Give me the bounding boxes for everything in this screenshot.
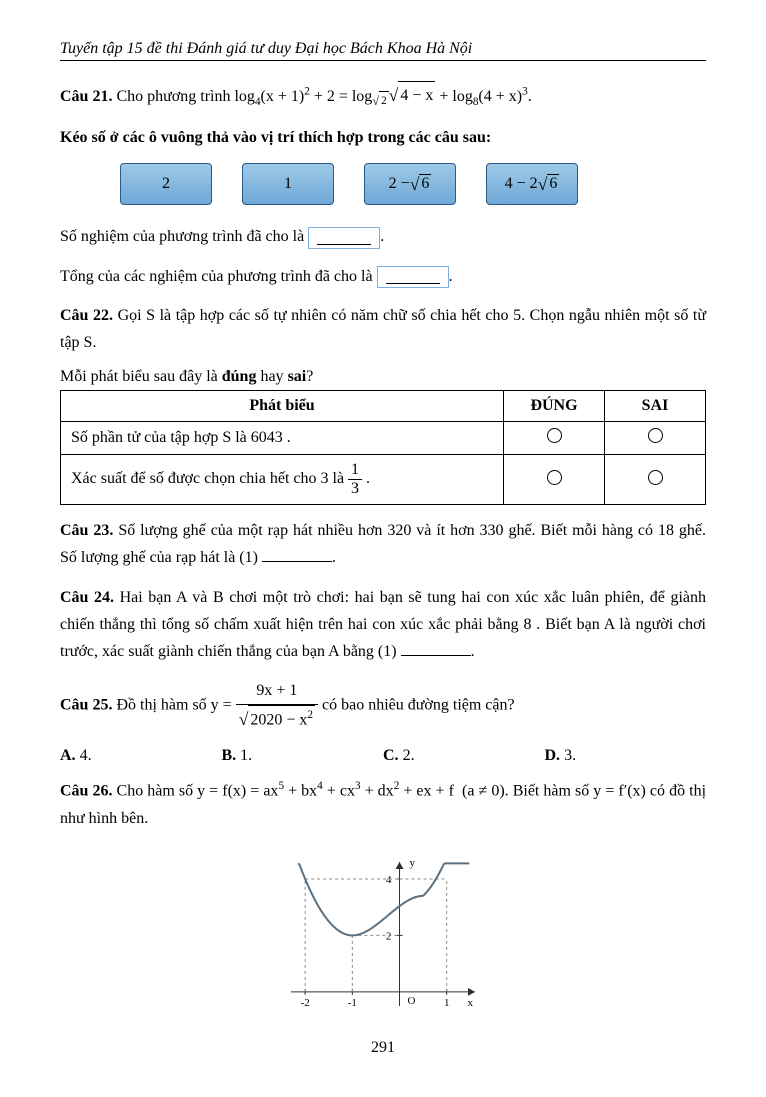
row2-post: . bbox=[362, 470, 370, 487]
q21-line1-post: . bbox=[380, 228, 384, 245]
q21-line1-pre: Số nghiệm của phương trình đã cho là bbox=[60, 228, 308, 245]
svg-text:2: 2 bbox=[386, 930, 392, 942]
q21-pre: Cho phương trình bbox=[112, 88, 234, 105]
q22-prompt-post: ? bbox=[306, 368, 313, 385]
svg-text:-2: -2 bbox=[301, 997, 310, 1009]
tile-2[interactable]: 2 bbox=[120, 163, 212, 205]
q25-label: Câu 25. bbox=[60, 697, 112, 714]
svg-text:1: 1 bbox=[444, 997, 450, 1009]
opt-a[interactable]: A. 4. bbox=[60, 747, 222, 765]
q23-blank[interactable] bbox=[262, 561, 332, 562]
q23: Câu 23. Số lượng ghế của một rạp hát nhi… bbox=[60, 517, 706, 571]
svg-text:y: y bbox=[410, 857, 416, 869]
q22-sai: sai bbox=[288, 368, 307, 385]
q22-prompt-pre: Mỗi phát biểu sau đây là bbox=[60, 368, 222, 385]
row1-sai-radio[interactable] bbox=[648, 428, 663, 443]
svg-text:x: x bbox=[468, 997, 474, 1009]
tile-1[interactable]: 1 bbox=[242, 163, 334, 205]
th-sai: SAI bbox=[605, 391, 706, 422]
q24-text: Hai bạn A và B chơi một trò chơi: hai bạ… bbox=[60, 589, 706, 660]
true-false-table: Phát biểu ĐÚNG SAI Số phần tử của tập hợ… bbox=[60, 390, 706, 505]
q25-pre: Đồ thị hàm số bbox=[112, 697, 210, 714]
q21-equation-line: Câu 21. Cho phương trình log4(x + 1)2 + … bbox=[60, 81, 706, 112]
q22-label: Câu 22. bbox=[60, 307, 113, 324]
row2-dung-radio[interactable] bbox=[547, 470, 562, 485]
q24-blank[interactable] bbox=[401, 655, 471, 656]
q24: Câu 24. Hai bạn A và B chơi một trò chơi… bbox=[60, 584, 706, 666]
q25: Câu 25. Đồ thị hàm số y = 9x + 1√2020 − … bbox=[60, 677, 706, 735]
q21-line2-post: . bbox=[449, 268, 453, 285]
tile-4-minus-2sqrt6[interactable]: 4 − 2√6 bbox=[486, 163, 578, 205]
q23-label: Câu 23. bbox=[60, 522, 113, 539]
q24-post: . bbox=[471, 643, 475, 660]
table-row: Số phần tử của tập hợp S là 6043 . bbox=[61, 422, 706, 455]
q26-pre: Cho hàm số bbox=[113, 783, 198, 800]
row2-sai-radio[interactable] bbox=[648, 470, 663, 485]
tile-2-minus-sqrt6[interactable]: 2 − √6 bbox=[364, 163, 456, 205]
row2-text: Xác suất để số được chọn chia hết cho 3 … bbox=[61, 455, 504, 505]
q25-post: có bao nhiêu đường tiệm cận? bbox=[318, 697, 515, 714]
q21-blank2-line: Tổng của các nghiệm của phương trình đã … bbox=[60, 263, 706, 290]
q26-graph: x y O -2 -1 1 2 4 bbox=[60, 844, 706, 1029]
page-header: Tuyển tập 15 đề thi Đánh giá tư duy Đại … bbox=[60, 40, 706, 61]
svg-text:4: 4 bbox=[386, 874, 392, 886]
th-dung: ĐÚNG bbox=[504, 391, 605, 422]
q26-label: Câu 26. bbox=[60, 783, 113, 800]
q22-prompt: Mỗi phát biểu sau đây là đúng hay sai? bbox=[60, 368, 706, 386]
q21-post: . bbox=[528, 88, 532, 105]
q22-body: Gọi S là tập hợp các số tự nhiên có năm … bbox=[60, 307, 706, 351]
row1-dung-radio[interactable] bbox=[547, 428, 562, 443]
opt-d[interactable]: D. 3. bbox=[545, 747, 707, 765]
q22-prompt-mid: hay bbox=[256, 368, 287, 385]
q21-line2-pre: Tổng của các nghiệm của phương trình đã … bbox=[60, 268, 377, 285]
opt-c[interactable]: C. 2. bbox=[383, 747, 545, 765]
q22-dung: đúng bbox=[222, 368, 257, 385]
q26: Câu 26. Cho hàm số y = f(x) = ax5 + bx4 … bbox=[60, 777, 706, 832]
row1-text: Số phần tử của tập hợp S là 6043 . bbox=[61, 422, 504, 455]
q21-blank1-line: Số nghiệm của phương trình đã cho là . bbox=[60, 223, 706, 250]
q26-mid: . Biết hàm số bbox=[505, 783, 594, 800]
svg-text:-1: -1 bbox=[348, 997, 357, 1009]
row2-pre: Xác suất để số được chọn chia hết cho 3 … bbox=[71, 470, 348, 487]
q25-options: A. 4. B. 1. C. 2. D. 3. bbox=[60, 747, 706, 765]
opt-b[interactable]: B. 1. bbox=[222, 747, 384, 765]
page-number: 291 bbox=[60, 1039, 706, 1057]
q22-text: Câu 22. Gọi S là tập hợp các số tự nhiên… bbox=[60, 302, 706, 356]
q23-text: Số lượng ghế của một rạp hát nhiều hơn 3… bbox=[60, 522, 706, 566]
q21-drop-1[interactable] bbox=[308, 227, 380, 249]
q24-label: Câu 24. bbox=[60, 589, 114, 606]
graph-svg: x y O -2 -1 1 2 4 bbox=[273, 844, 493, 1024]
drag-tiles-row: 2 1 2 − √6 4 − 2√6 bbox=[120, 163, 706, 205]
q21-drop-2[interactable] bbox=[377, 266, 449, 288]
svg-text:O: O bbox=[408, 995, 416, 1007]
q21-instruction: Kéo số ở các ô vuông thả vào vị trí thíc… bbox=[60, 124, 706, 151]
q23-post: . bbox=[332, 549, 336, 566]
table-row: Xác suất để số được chọn chia hết cho 3 … bbox=[61, 455, 706, 505]
th-statement: Phát biểu bbox=[61, 391, 504, 422]
q21-label: Câu 21. bbox=[60, 88, 112, 105]
